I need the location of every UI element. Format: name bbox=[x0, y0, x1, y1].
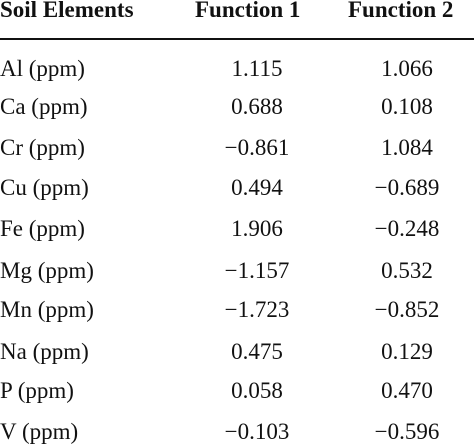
function-1-cell: −0.103 bbox=[224, 419, 290, 444]
function-1-cell: −0.861 bbox=[224, 135, 290, 160]
table-row: Al (ppm) 1.115 1.066 bbox=[0, 55, 474, 83]
function-1-cell: 1.115 bbox=[231, 56, 283, 81]
header-soil-elements: Soil Elements bbox=[0, 0, 134, 22]
element-cell: Mn (ppm) bbox=[0, 297, 94, 322]
table-row: P (ppm) 0.058 0.470 bbox=[0, 377, 474, 405]
element-cell: Cu (ppm) bbox=[0, 175, 89, 200]
function-1-cell: −1.157 bbox=[224, 258, 290, 283]
function-2-cell: −0.689 bbox=[374, 175, 440, 200]
function-2-cell: −0.852 bbox=[374, 297, 440, 322]
header-rule bbox=[0, 38, 474, 40]
function-2-cell: 1.084 bbox=[381, 135, 433, 160]
table-row: Fe (ppm) 1.906 −0.248 bbox=[0, 215, 474, 243]
table-row: Ca (ppm) 0.688 0.108 bbox=[0, 93, 474, 121]
table-row: V (ppm) −0.103 −0.596 bbox=[0, 418, 474, 446]
table-row: Mg (ppm) −1.157 0.532 bbox=[0, 257, 474, 285]
function-1-cell: 0.058 bbox=[231, 378, 283, 403]
element-cell: Mg (ppm) bbox=[0, 258, 94, 283]
function-2-cell: 0.532 bbox=[381, 258, 433, 283]
table-row: Cr (ppm) −0.861 1.084 bbox=[0, 134, 474, 162]
element-cell: Al (ppm) bbox=[0, 56, 85, 81]
function-1-cell: −1.723 bbox=[224, 297, 290, 322]
table-row: Na (ppm) 0.475 0.129 bbox=[0, 338, 474, 366]
element-cell: Ca (ppm) bbox=[0, 94, 88, 119]
function-2-cell: 0.108 bbox=[381, 94, 433, 119]
function-2-cell: 0.129 bbox=[381, 339, 433, 364]
function-1-cell: 1.906 bbox=[231, 216, 283, 241]
element-cell: Cr (ppm) bbox=[0, 135, 85, 160]
function-2-cell: −0.596 bbox=[374, 419, 440, 444]
table-row: Mn (ppm) −1.723 −0.852 bbox=[0, 296, 474, 324]
function-1-cell: 0.475 bbox=[231, 339, 283, 364]
function-1-cell: 0.494 bbox=[231, 175, 283, 200]
table-header-row: Soil Elements Function 1 Function 2 bbox=[0, 0, 474, 28]
header-function-1: Function 1 bbox=[195, 0, 301, 22]
function-2-cell: −0.248 bbox=[374, 216, 440, 241]
element-cell: Na (ppm) bbox=[0, 339, 89, 364]
element-cell: Fe (ppm) bbox=[0, 216, 85, 241]
element-cell: P (ppm) bbox=[0, 378, 74, 403]
header-function-2: Function 2 bbox=[348, 0, 454, 22]
function-2-cell: 1.066 bbox=[381, 56, 433, 81]
element-cell: V (ppm) bbox=[0, 419, 79, 444]
function-1-cell: 0.688 bbox=[231, 94, 283, 119]
function-2-cell: 0.470 bbox=[381, 378, 433, 403]
table-row: Cu (ppm) 0.494 −0.689 bbox=[0, 174, 474, 202]
